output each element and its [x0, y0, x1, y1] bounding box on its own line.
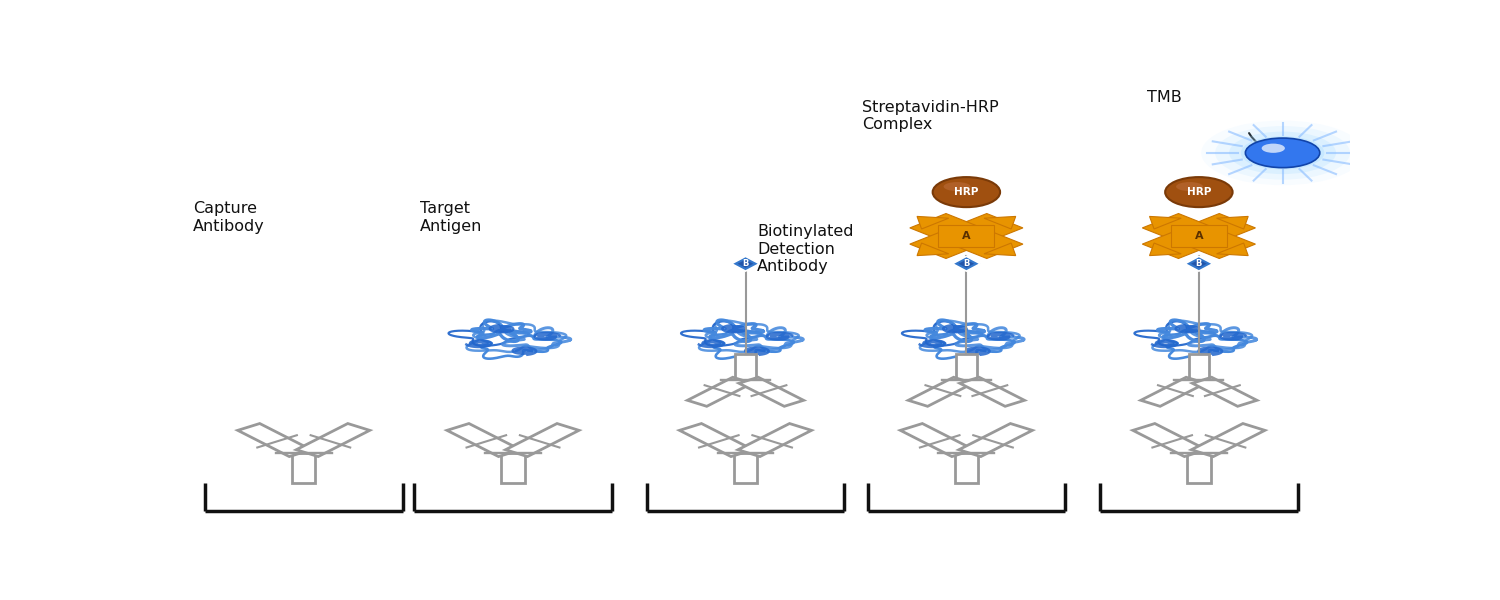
Polygon shape: [506, 424, 579, 457]
Polygon shape: [292, 453, 315, 483]
Polygon shape: [732, 256, 759, 271]
Polygon shape: [1180, 214, 1256, 243]
Polygon shape: [1216, 243, 1248, 256]
Polygon shape: [738, 260, 753, 268]
Polygon shape: [958, 424, 1032, 457]
Polygon shape: [952, 256, 981, 271]
Polygon shape: [734, 453, 758, 483]
Ellipse shape: [933, 177, 1000, 207]
Polygon shape: [916, 243, 948, 256]
Ellipse shape: [944, 182, 970, 191]
Polygon shape: [501, 453, 525, 483]
Polygon shape: [735, 354, 756, 380]
Text: Biotinylated
Detection
Antibody: Biotinylated Detection Antibody: [758, 224, 853, 274]
Polygon shape: [1185, 256, 1214, 271]
Polygon shape: [1149, 217, 1180, 229]
Polygon shape: [1191, 260, 1206, 268]
Polygon shape: [910, 229, 984, 259]
Polygon shape: [1143, 229, 1216, 259]
Text: HRP: HRP: [954, 187, 978, 197]
Polygon shape: [939, 225, 994, 247]
Text: HRP: HRP: [1186, 187, 1210, 197]
Polygon shape: [948, 229, 1023, 259]
Polygon shape: [1192, 377, 1257, 406]
Polygon shape: [948, 214, 1023, 243]
Polygon shape: [1143, 214, 1216, 243]
Polygon shape: [237, 424, 312, 457]
Polygon shape: [958, 260, 974, 268]
Circle shape: [1245, 138, 1320, 167]
Ellipse shape: [1176, 182, 1203, 191]
Text: B: B: [963, 259, 969, 268]
Polygon shape: [956, 354, 976, 380]
Text: Capture
Antibody: Capture Antibody: [194, 202, 266, 234]
Polygon shape: [680, 424, 753, 457]
Text: Target
Antigen: Target Antigen: [420, 202, 483, 234]
Polygon shape: [1188, 453, 1210, 483]
Polygon shape: [984, 243, 1016, 256]
Text: A: A: [962, 231, 970, 241]
Polygon shape: [1172, 225, 1227, 247]
Text: Streptavidin-HRP
Complex: Streptavidin-HRP Complex: [861, 100, 999, 132]
Polygon shape: [984, 217, 1016, 229]
Polygon shape: [1149, 243, 1180, 256]
Polygon shape: [1188, 354, 1209, 380]
Text: TMB: TMB: [1146, 91, 1182, 106]
Text: B: B: [1196, 259, 1202, 268]
Polygon shape: [1216, 217, 1248, 229]
Polygon shape: [447, 424, 520, 457]
Polygon shape: [296, 424, 370, 457]
Polygon shape: [738, 424, 812, 457]
Text: A: A: [1194, 231, 1203, 241]
Polygon shape: [900, 424, 974, 457]
Polygon shape: [916, 217, 948, 229]
Ellipse shape: [1166, 177, 1233, 207]
Circle shape: [1215, 126, 1350, 179]
Polygon shape: [1180, 229, 1256, 259]
Circle shape: [1202, 121, 1364, 185]
Polygon shape: [1132, 424, 1206, 457]
Polygon shape: [909, 377, 974, 406]
Polygon shape: [1191, 424, 1264, 457]
Circle shape: [1262, 143, 1286, 153]
Polygon shape: [910, 214, 984, 243]
Text: B: B: [742, 259, 748, 268]
Polygon shape: [1142, 377, 1206, 406]
Circle shape: [1240, 136, 1324, 169]
Polygon shape: [740, 377, 804, 406]
Polygon shape: [954, 453, 978, 483]
Circle shape: [1228, 131, 1336, 174]
Polygon shape: [687, 377, 752, 406]
Polygon shape: [960, 377, 1024, 406]
